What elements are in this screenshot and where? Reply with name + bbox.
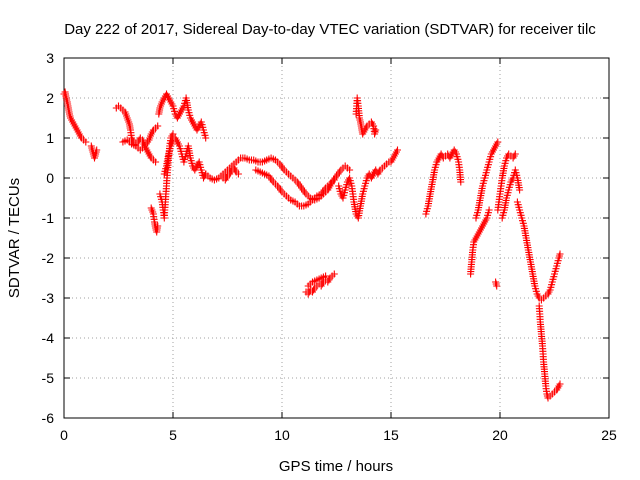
data-point-plus-icon bbox=[93, 146, 101, 154]
y-tick-label: -6 bbox=[42, 410, 55, 426]
data-point-plus-icon bbox=[556, 380, 564, 388]
data-markers bbox=[60, 88, 564, 402]
data-point-plus-icon bbox=[154, 222, 162, 230]
data-point-plus-icon bbox=[82, 138, 90, 146]
data-point-plus-icon bbox=[202, 134, 210, 142]
y-tick-label: -3 bbox=[42, 290, 55, 306]
x-tick-label: 5 bbox=[169, 427, 177, 443]
data-point-plus-icon bbox=[234, 170, 242, 178]
x-tick-label: 15 bbox=[383, 427, 399, 443]
x-tick-label: 20 bbox=[492, 427, 508, 443]
y-tick-label: 3 bbox=[46, 50, 54, 66]
data-point-plus-icon bbox=[485, 206, 493, 214]
y-tick-label: 1 bbox=[46, 130, 54, 146]
data-point-plus-icon bbox=[457, 178, 465, 186]
data-point-plus-icon bbox=[511, 150, 519, 158]
y-tick-label: -1 bbox=[42, 210, 55, 226]
plot-frame bbox=[63, 57, 610, 419]
y-axis-label: SDTVAR / TECUs bbox=[6, 178, 23, 298]
y-tick-label: 2 bbox=[46, 90, 54, 106]
x-axis-label: GPS time / hours bbox=[279, 458, 393, 475]
data-point-plus-icon bbox=[330, 176, 338, 184]
data-point-plus-icon bbox=[493, 282, 501, 290]
y-tick-label: 0 bbox=[46, 170, 54, 186]
axis-ticks: 0 5 10 15 20 25 -6 -5 -4 -3 -2 -1 0 1 2 3 bbox=[42, 50, 617, 443]
data-point-plus-icon bbox=[346, 166, 354, 174]
data-point-plus-icon bbox=[372, 126, 380, 134]
data-point-plus-icon bbox=[322, 272, 330, 280]
y-tick-label: -4 bbox=[42, 330, 55, 346]
data-point-plus-icon bbox=[556, 250, 564, 258]
x-tick-label: 25 bbox=[601, 427, 617, 443]
data-point-plus-icon bbox=[152, 158, 160, 166]
y-tick-label: -2 bbox=[42, 250, 55, 266]
x-tick-label: 10 bbox=[274, 427, 290, 443]
data-point-plus-icon bbox=[330, 270, 338, 278]
data-point-plus-icon bbox=[494, 138, 502, 146]
data-point-plus-icon bbox=[394, 146, 401, 154]
data-point-plus-icon bbox=[516, 186, 524, 194]
data-point-plus-icon bbox=[154, 122, 162, 130]
data-point-plus-icon bbox=[169, 130, 177, 138]
x-tick-label: 0 bbox=[60, 427, 68, 443]
chart-title: Day 222 of 2017, Sidereal Day-to-day VTE… bbox=[64, 21, 596, 38]
y-tick-label: -5 bbox=[42, 370, 55, 386]
